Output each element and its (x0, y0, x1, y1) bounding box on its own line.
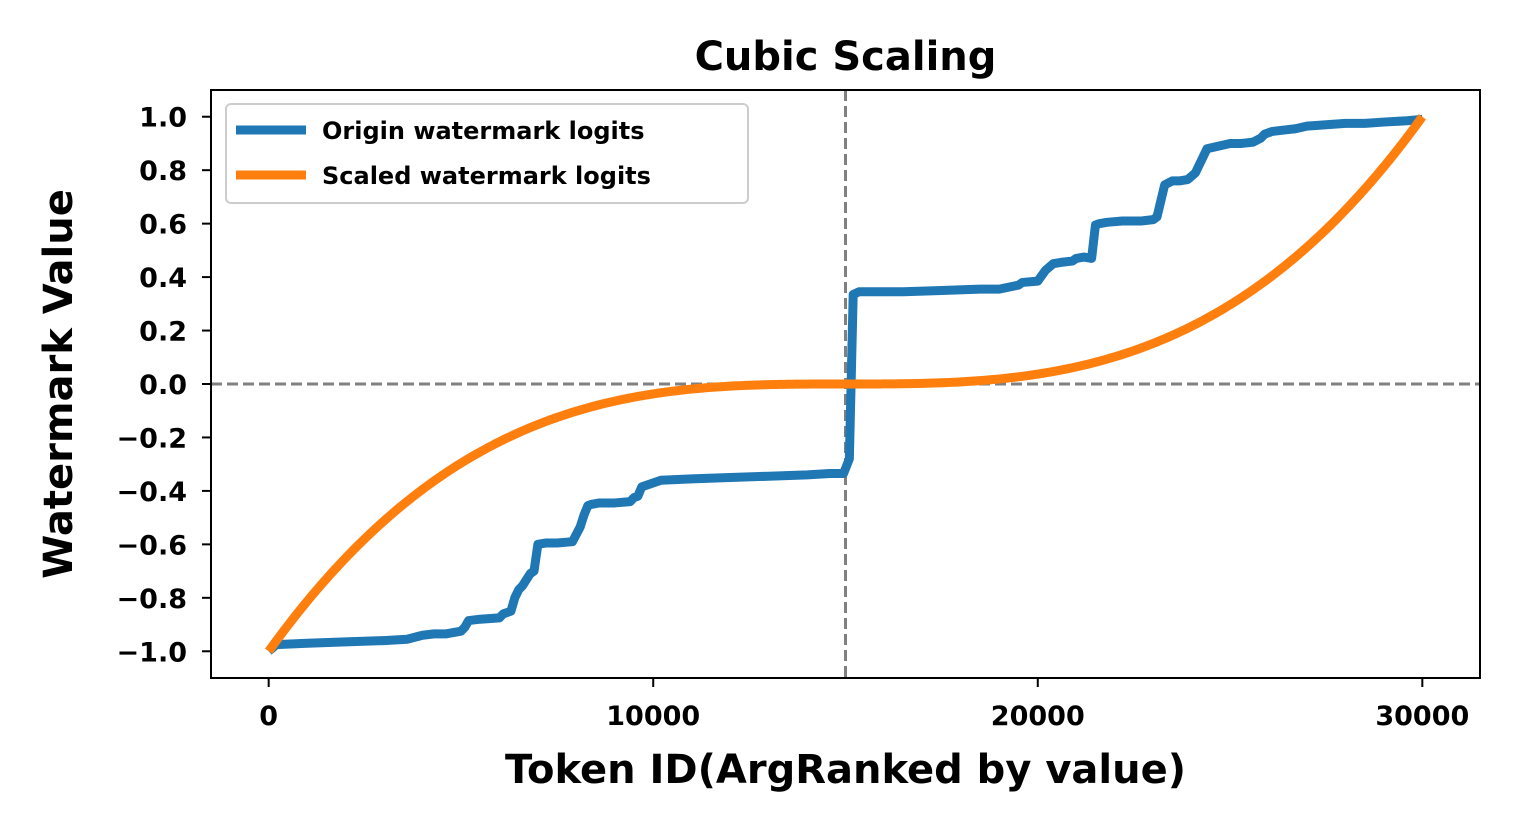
y-tick-label: 0.0 (139, 370, 187, 401)
legend: Origin watermark logits Scaled watermark… (225, 103, 749, 204)
y-tick-label: −0.6 (117, 530, 187, 561)
y-tick-label: −0.8 (117, 584, 187, 615)
y-tick-label: −1.0 (117, 637, 187, 668)
x-tick-label: 0 (259, 701, 278, 732)
y-tick-label: −0.4 (117, 477, 187, 508)
y-tick-label: 0.6 (139, 210, 187, 241)
x-tick-label: 20000 (991, 701, 1085, 732)
x-axis-label: Token ID(ArgRanked by value) (505, 747, 1186, 793)
x-tick-label: 10000 (606, 701, 700, 732)
series-line-1 (265, 114, 1426, 654)
legend-label-origin: Origin watermark logits (322, 117, 645, 145)
legend-label-scaled: Scaled watermark logits (322, 162, 651, 190)
y-tick-label: 0.2 (139, 317, 187, 348)
x-axis: 0 10000 20000 30000 (259, 678, 1469, 732)
chart-title: Cubic Scaling (695, 34, 997, 80)
series-layer (265, 114, 1426, 655)
y-tick-label: 1.0 (139, 103, 187, 134)
x-tick-label: 30000 (1375, 701, 1469, 732)
y-axis-label: Watermark Value (36, 189, 82, 579)
y-tick-label: 0.8 (139, 156, 187, 187)
y-tick-label: −0.2 (117, 423, 187, 454)
legend-box (225, 103, 749, 204)
series-line-0 (265, 114, 1423, 655)
y-tick-label: 0.4 (139, 263, 187, 294)
y-axis: 1.0 0.8 0.6 0.4 0.2 0.0 −0.2 −0.4 −0.6 −0.8 −1.0 (117, 103, 211, 668)
